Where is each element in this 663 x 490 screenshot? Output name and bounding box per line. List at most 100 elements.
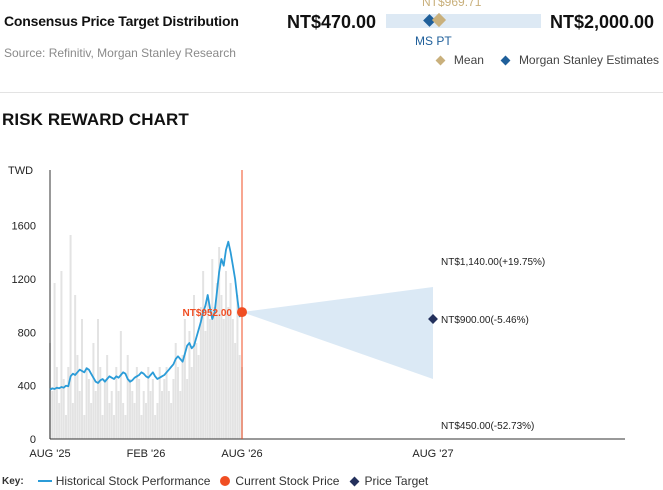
volume-bar [197,355,200,439]
volume-bar [81,319,83,439]
volume-bar [202,271,205,439]
key-current-label: Current Stock Price [235,474,340,488]
legend-ms-label: Morgan Stanley Estimates [518,53,659,67]
volume-bar [206,295,209,439]
volume-bar [165,367,168,439]
risk-reward-cone [242,287,433,379]
volume-bar [174,343,177,439]
volume-bar [67,367,70,439]
volume-bar [85,367,88,439]
volume-bar [181,355,184,439]
volume-bar [124,415,127,439]
volume-bar [65,415,67,439]
key-historical-label: Historical Stock Performance [55,474,211,488]
volume-bar [179,391,182,439]
volume-bar [149,391,152,439]
price-target-range-bar [386,14,541,28]
y-tick-label: 1600 [12,221,36,233]
volume-bar [138,379,141,439]
volume-bar [211,259,214,439]
volume-bar [115,367,118,439]
x-tick-label: AUG '25 [29,448,70,460]
volume-bar [131,391,134,439]
volume-bar [76,355,79,439]
scenario-label-bear: NT$450.00(-52.73%) [441,421,534,432]
volume-bar [135,367,138,439]
volume-bar [62,379,65,439]
volume-bar [188,331,191,439]
volume-bar [170,403,173,439]
volume-bar [236,295,239,439]
scenario-label-base: NT$900.00(-5.46%) [441,315,529,326]
volume-bar [103,379,106,439]
price-target-diamond-icon [350,476,360,486]
volume-bar [154,415,157,439]
volume-bar [97,319,99,439]
volume-bar [71,403,74,439]
volume-bar [199,307,202,439]
volume-bar [167,391,170,439]
key-title: Key: [2,475,24,487]
volume-bar [92,343,95,439]
range-low-value: NT$470.00 [287,12,377,32]
volume-bar [177,367,179,439]
volume-bar [193,295,195,439]
volume-bar [218,247,221,439]
current-price-dot-icon [220,476,231,486]
volume-bar [99,367,102,439]
volume-bar [163,379,166,439]
volume-bar [172,379,175,439]
volume-bar [238,355,241,439]
volume-bar [106,355,109,439]
volume-bar [234,343,237,439]
volume-bar [195,343,198,439]
volume-bar [145,403,147,439]
volume-bar [151,379,154,439]
y-axis-label: TWD [8,165,33,177]
volume-bar [133,403,136,439]
y-tick-label: 1200 [12,274,36,286]
scenario-label-bull: NT$1,140.00(+19.75%) [441,257,545,268]
volume-bar [108,403,111,439]
volume-bar [156,403,159,439]
volume-bar [147,367,150,439]
x-tick-label: AUG '27 [412,448,453,460]
risk-reward-title: RISK REWARD CHART [2,110,189,129]
volume-bar [129,379,131,439]
volume-bar [83,415,86,439]
volume-bar [122,403,125,439]
volume-bar [94,391,97,439]
volume-bar [60,271,63,439]
key-target-label: Price Target [364,474,429,488]
legend-mean-label: Mean [453,53,484,67]
consensus-title: Consensus Price Target Distribution [4,13,239,29]
volume-bar [204,331,207,439]
volume-bar [227,307,230,439]
historical-line-icon [37,480,52,482]
current-price-dot [237,307,247,318]
volume-bar [209,319,211,439]
x-tick-label: AUG '26 [221,448,262,460]
section-divider [0,92,663,93]
y-tick-label: 800 [18,327,36,339]
volume-bar [213,307,216,439]
volume-bar [215,283,218,439]
y-tick-label: 0 [30,434,36,446]
volume-bar [117,391,120,439]
volume-bar [229,283,232,439]
volume-bar [220,295,223,439]
volume-bar [186,379,189,439]
volume-bar [78,391,81,439]
volume-bar [222,319,225,439]
volume-bar [113,415,115,439]
consensus-legend: Mean Morgan Stanley Estimates [433,53,659,67]
price-target-diamond [428,314,438,324]
mean-value-label: NT$969.71 [422,0,482,9]
ms-pt-label: MS PT [415,34,452,48]
volume-bar [51,391,54,439]
mean-legend-diamond-icon [435,55,446,65]
volume-bar [158,367,161,439]
ms-legend-diamond-icon [500,55,511,65]
volume-bar [69,235,72,439]
chart-key: Key: Historical Stock Performance Curren… [2,474,428,488]
